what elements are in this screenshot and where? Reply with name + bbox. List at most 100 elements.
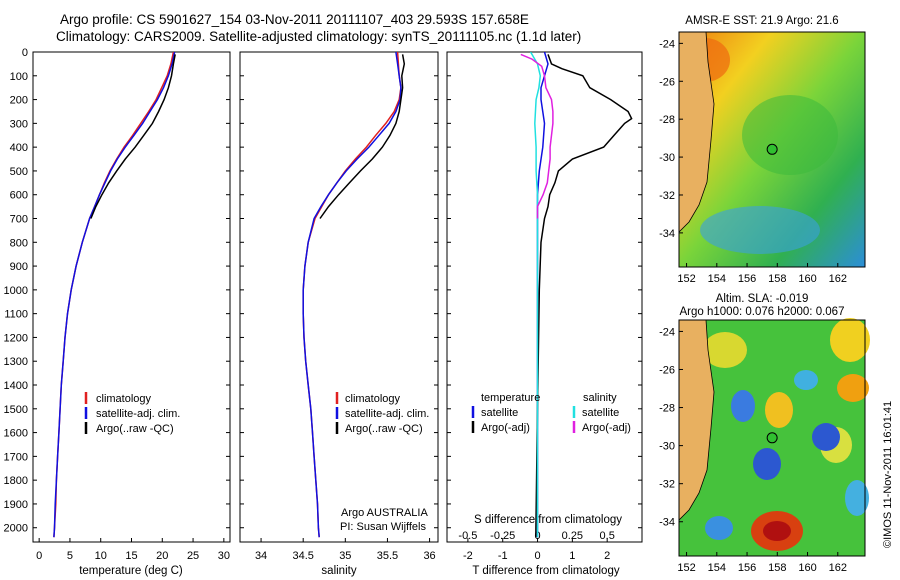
y-tick-label: 700 — [10, 214, 28, 226]
temperature-axis-ticks: 0 5 10 15 20 25 30 — [36, 538, 230, 562]
s-difference-axis-ticks: -0.5 -0.25 0 0.25 0.5 — [458, 530, 614, 542]
legend-label-t-satellite: satellite — [481, 407, 518, 419]
lat-tick-label: -26 — [659, 364, 675, 376]
float-location-marker — [766, 143, 778, 155]
sla-anomaly — [765, 392, 793, 428]
y-tick-label: 1800 — [4, 475, 28, 487]
y-tick-label: 300 — [10, 118, 28, 130]
australia-coast-land — [678, 319, 715, 521]
difference-legend: temperature salinity satellite Argo(-adj… — [471, 392, 631, 434]
y-tick-label: 800 — [10, 237, 28, 249]
lon-tick-label: 162 — [829, 273, 847, 285]
lat-tick-label: -34 — [659, 228, 675, 240]
x-tick-label: 15 — [125, 550, 137, 562]
legend-label-satellite: satellite-adj. clim. — [96, 408, 180, 420]
lon-tick-label: 154 — [708, 273, 726, 285]
salinity-series — [302, 52, 406, 538]
sla-map-title2: Argo h1000: 0.076 h2000: 0.067 — [680, 306, 845, 318]
x-tick-label: 34 — [255, 550, 267, 562]
sla-anomaly — [845, 480, 869, 516]
y-tick-label: 200 — [10, 95, 28, 107]
sla-map — [678, 318, 870, 556]
series-line-climatology — [302, 52, 402, 538]
series-line-climatology — [53, 52, 175, 538]
y-tick-label: 400 — [10, 142, 28, 154]
series-line-satellite-adj-clim- — [53, 52, 176, 538]
y-tick-label: 1200 — [4, 332, 28, 344]
x-tick-label: 25 — [187, 550, 199, 562]
figure-title-line2: Climatology: CARS2009. Satellite-adjuste… — [56, 29, 581, 44]
series-line-t-argo-adj- — [535, 54, 633, 538]
salinity-panel-frame — [239, 51, 439, 543]
sla-anomaly — [794, 370, 818, 390]
sst-cool-patch — [700, 206, 820, 254]
legend-label-t-argo: Argo(-adj) — [481, 422, 530, 434]
temperature-series — [53, 52, 176, 538]
lat-tick-label: -26 — [659, 76, 675, 88]
y-tick-label: 500 — [10, 166, 28, 178]
lat-tick-label: -24 — [659, 38, 675, 50]
sla-map-ticks: -24 -26 -28 -30 -32 -34 152 154 156 158 160 162 — [659, 326, 847, 574]
x-tick-label: 35.5 — [377, 550, 398, 562]
sst-warm-eddy — [742, 95, 838, 175]
legend-label-climatology: climatology — [96, 393, 152, 405]
legend-label-s-argo: Argo(-adj) — [582, 422, 631, 434]
lat-tick-label: -28 — [659, 114, 675, 126]
lon-tick-label: 162 — [829, 562, 847, 574]
sla-anomaly — [812, 423, 840, 451]
salinity-xlabel: salinity — [321, 565, 356, 577]
sla-map-frame — [678, 319, 866, 557]
lon-tick-label: 156 — [738, 273, 756, 285]
legend-label-argo: Argo(..raw -QC) — [345, 423, 423, 435]
legend-label-climatology: climatology — [345, 393, 401, 405]
lon-tick-label: 152 — [677, 273, 695, 285]
lat-tick-label: -30 — [659, 152, 675, 164]
sla-anomaly — [830, 318, 870, 362]
temperature-panel-frame — [32, 51, 231, 543]
legend-title-temperature: temperature — [481, 392, 540, 404]
s-tick-label: -0.25 — [490, 530, 515, 542]
sst-map-ticks: -24 -26 -28 -30 -32 -34 152 154 156 158 160 162 — [659, 38, 847, 285]
salinity-axis-ticks: 34 34.5 35 35.5 36 — [255, 538, 436, 562]
x-tick-label: 30 — [218, 550, 230, 562]
y-tick-label: 2000 — [4, 523, 28, 535]
sst-map-frame — [678, 31, 866, 268]
float-location-marker — [766, 432, 778, 444]
lat-tick-label: -30 — [659, 441, 675, 453]
legend-label-satellite: satellite-adj. clim. — [345, 408, 429, 420]
group-annotation: Argo AUSTRALIA — [341, 507, 428, 519]
s-tick-label: 0.25 — [562, 530, 583, 542]
legend-label-s-satellite: satellite — [582, 407, 619, 419]
lon-tick-label: 158 — [768, 273, 786, 285]
difference-series — [520, 52, 633, 538]
y-tick-label: 1700 — [4, 451, 28, 463]
lon-tick-label: 160 — [798, 273, 816, 285]
x-tick-label: 35 — [339, 550, 351, 562]
australia-coast-land — [678, 31, 715, 233]
lat-tick-label: -34 — [659, 517, 675, 529]
y-tick-label: 1600 — [4, 428, 28, 440]
salinity-legend: climatology satellite-adj. clim. Argo(..… — [335, 392, 429, 435]
series-line-satellite-adj-clim- — [302, 52, 402, 538]
sla-anomaly — [705, 516, 733, 540]
y-tick-label: 900 — [10, 261, 28, 273]
depth-axis-ticks: 0 100 200 300 400 500 600 700 800 900 1000 1100 1200… — [4, 47, 642, 535]
legend-label-argo: Argo(..raw -QC) — [96, 423, 174, 435]
y-tick-label: 600 — [10, 190, 28, 202]
temperature-xlabel: temperature (deg C) — [79, 565, 183, 577]
sst-map-title: AMSR-E SST: 21.9 Argo: 21.6 — [685, 15, 838, 27]
lon-tick-label: 152 — [677, 562, 695, 574]
s-tick-label: 0.5 — [600, 530, 615, 542]
sla-anomaly — [763, 521, 791, 541]
y-tick-label: 1400 — [4, 380, 28, 392]
pi-annotation: PI: Susan Wijffels — [340, 521, 426, 533]
series-line-argo — [319, 54, 406, 219]
s-tick-label: -0.5 — [458, 530, 477, 542]
x-tick-label: 5 — [67, 550, 73, 562]
x-tick-label: 36 — [423, 550, 435, 562]
t-difference-xlabel: T difference from climatology — [472, 565, 619, 577]
lat-tick-label: -32 — [659, 190, 675, 202]
series-line-argo — [90, 54, 176, 219]
lat-tick-label: -32 — [659, 479, 675, 491]
